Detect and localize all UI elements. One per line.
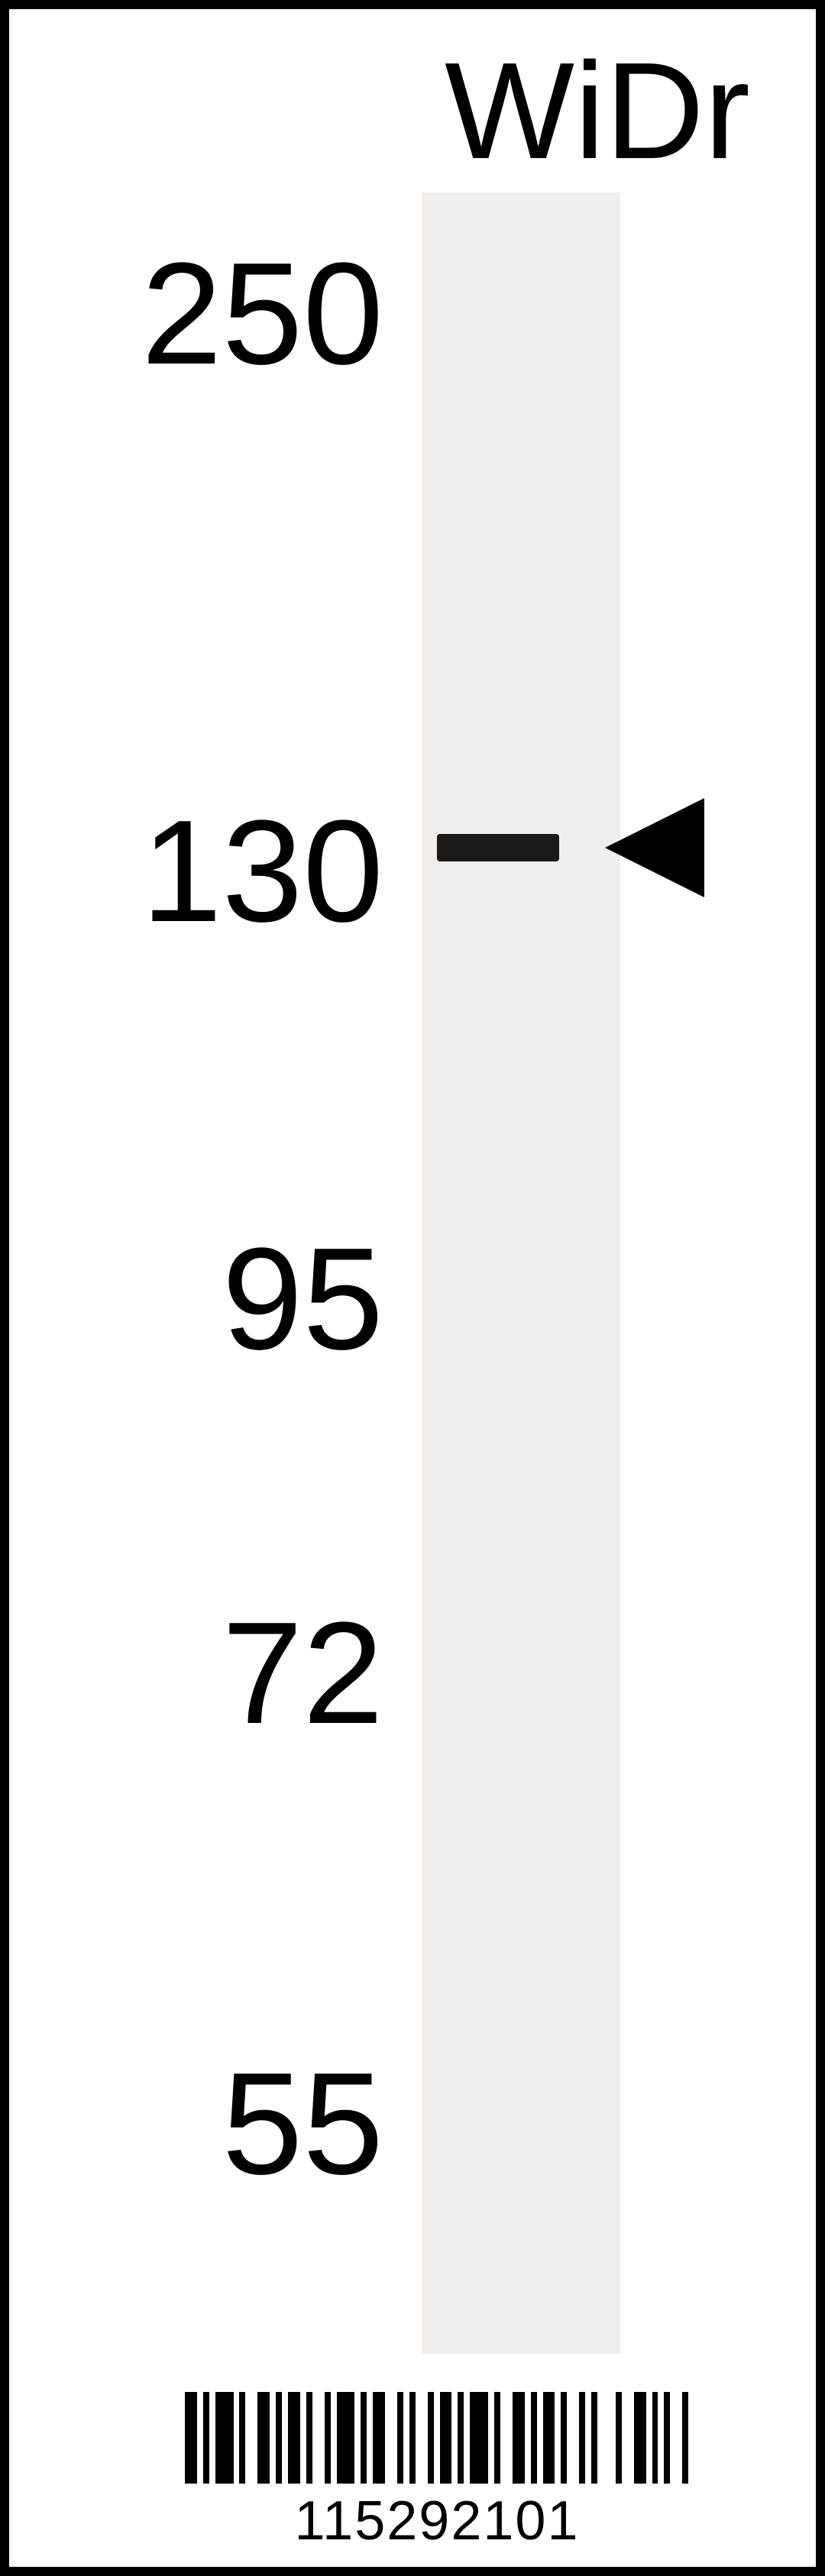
western-blot-panel: WiDr 250 130 95 72 55 115292101 bbox=[0, 0, 825, 2576]
protein-band bbox=[437, 834, 559, 861]
mw-marker-130: 130 bbox=[78, 788, 383, 955]
barcode-number: 115292101 bbox=[185, 2490, 689, 2552]
barcode bbox=[185, 2392, 689, 2484]
mw-marker-95: 95 bbox=[78, 1216, 383, 1382]
mw-marker-55: 55 bbox=[78, 2041, 383, 2207]
lane-label: WiDr bbox=[437, 32, 758, 190]
mw-marker-250: 250 bbox=[78, 231, 383, 397]
band-arrow-icon bbox=[605, 798, 704, 897]
lane-strip bbox=[422, 192, 620, 2354]
mw-marker-72: 72 bbox=[78, 1590, 383, 1757]
